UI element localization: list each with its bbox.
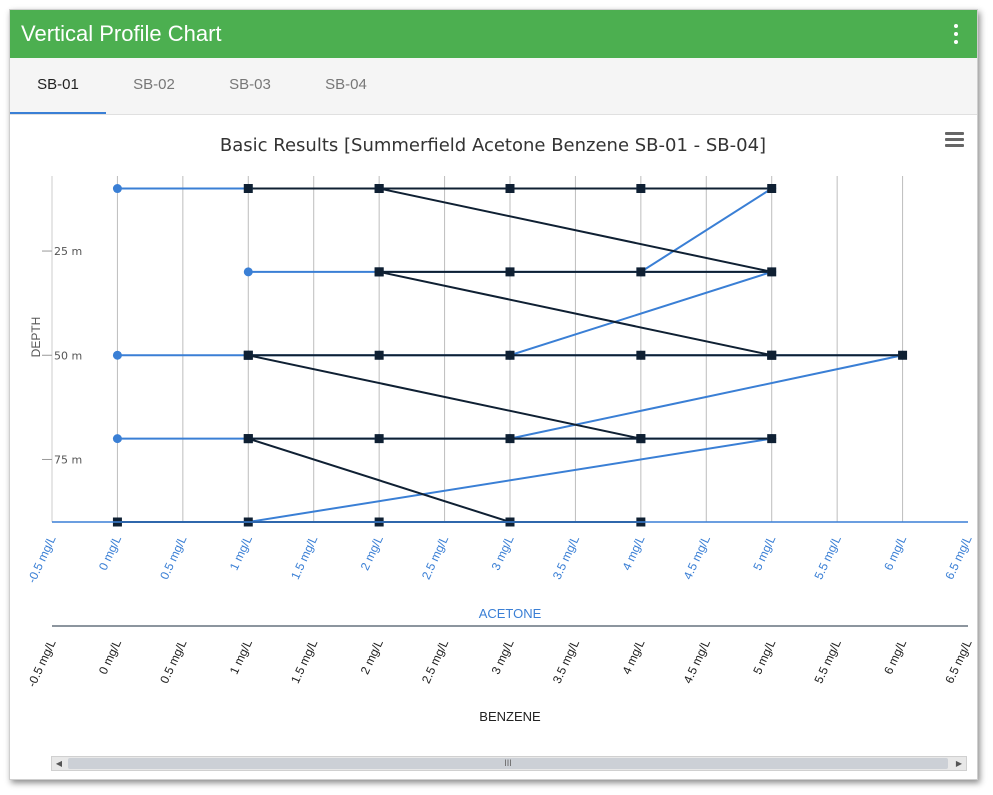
kebab-menu-icon[interactable] bbox=[953, 24, 959, 44]
benzene-point bbox=[767, 350, 777, 360]
benzene-tick-label: 4 mg/L bbox=[619, 637, 647, 676]
acetone-tick-label: 0.5 mg/L bbox=[157, 533, 190, 582]
benzene-tick-label: 3.5 mg/L bbox=[550, 637, 583, 686]
benzene-tick-label: -0.5 mg/L bbox=[25, 637, 59, 689]
benzene-point bbox=[898, 350, 908, 360]
tab-sb-01[interactable]: SB-01 bbox=[10, 58, 106, 114]
acetone-tick-label: 3.5 mg/L bbox=[550, 533, 583, 582]
acetone-point bbox=[112, 350, 122, 360]
benzene-point bbox=[767, 184, 777, 194]
acetone-tick-label: 1 mg/L bbox=[227, 533, 255, 572]
acetone-tick-label: 3 mg/L bbox=[489, 533, 517, 572]
benzene-point bbox=[243, 184, 253, 194]
benzene-tick-label: 6.5 mg/L bbox=[942, 637, 975, 686]
acetone-axis-title: ACETONE bbox=[479, 606, 542, 621]
acetone-tick-label: 0 mg/L bbox=[96, 533, 124, 572]
benzene-tick-label: 1.5 mg/L bbox=[288, 637, 321, 686]
acetone-tick-label: -0.5 mg/L bbox=[25, 533, 59, 585]
benzene-tick-label: 1 mg/L bbox=[227, 637, 255, 676]
acetone-tick-label: 6 mg/L bbox=[881, 533, 909, 572]
acetone-tick-label: 5 mg/L bbox=[750, 533, 778, 572]
tab-bar: SB-01 SB-02 SB-03 SB-04 bbox=[10, 58, 977, 115]
title-bar: Vertical Profile Chart bbox=[10, 10, 977, 58]
benzene-point bbox=[374, 267, 384, 277]
acetone-tick-label: 4.5 mg/L bbox=[681, 533, 714, 582]
tab-sb-04[interactable]: SB-04 bbox=[325, 76, 367, 93]
benzene-tick-label: 3 mg/L bbox=[489, 637, 517, 676]
acetone-tick-label: 4 mg/L bbox=[619, 533, 647, 572]
acetone-tick-label: 6.5 mg/L bbox=[942, 533, 975, 582]
benzene-point bbox=[505, 434, 515, 444]
benzene-point bbox=[374, 184, 384, 194]
benzene-tick-label: 0 mg/L bbox=[96, 637, 124, 676]
benzene-point bbox=[636, 434, 646, 444]
scroll-left-icon[interactable]: ◀ bbox=[55, 759, 63, 768]
benzene-tick-label: 2 mg/L bbox=[358, 637, 386, 676]
window-title: Vertical Profile Chart bbox=[21, 21, 222, 46]
benzene-axis-title: BENZENE bbox=[479, 709, 541, 724]
benzene-point bbox=[636, 350, 646, 360]
scroll-right-icon[interactable]: ▶ bbox=[955, 759, 963, 768]
horizontal-scrollbar[interactable]: ◀ III ▶ bbox=[51, 756, 967, 771]
grip-icon: III bbox=[504, 758, 512, 768]
benzene-point bbox=[374, 350, 384, 360]
acetone-tick-label: 5.5 mg/L bbox=[811, 533, 844, 582]
benzene-point bbox=[636, 184, 646, 194]
benzene-point bbox=[243, 350, 253, 360]
y-axis-title: DEPTH bbox=[29, 317, 43, 358]
chart-menu-icon[interactable] bbox=[945, 132, 965, 148]
acetone-point bbox=[243, 267, 253, 277]
benzene-point bbox=[505, 350, 515, 360]
benzene-point bbox=[243, 434, 253, 444]
tab-sb-03[interactable]: SB-03 bbox=[229, 76, 271, 93]
benzene-point bbox=[505, 184, 515, 194]
chart-title: Basic Results [Summerfield Acetone Benze… bbox=[220, 135, 766, 156]
acetone-point bbox=[112, 184, 122, 194]
benzene-tick-label: 6 mg/L bbox=[881, 637, 909, 676]
benzene-point bbox=[636, 267, 646, 277]
benzene-tick-label: 5.5 mg/L bbox=[811, 637, 844, 686]
scrollbar-thumb[interactable]: III bbox=[68, 758, 948, 769]
benzene-point bbox=[767, 434, 777, 444]
tab-sb-02[interactable]: SB-02 bbox=[133, 76, 175, 93]
benzene-tick-label: 4.5 mg/L bbox=[681, 637, 714, 686]
y-tick-label: 25 m bbox=[54, 245, 82, 258]
acetone-point bbox=[112, 434, 122, 444]
benzene-tick-label: 0.5 mg/L bbox=[157, 637, 190, 686]
benzene-point bbox=[505, 267, 515, 277]
acetone-tick-label: 1.5 mg/L bbox=[288, 533, 321, 582]
benzene-point bbox=[767, 267, 777, 277]
y-tick-label: 75 m bbox=[54, 453, 82, 466]
y-tick-label: 50 m bbox=[54, 349, 82, 362]
acetone-tick-label: 2 mg/L bbox=[358, 533, 386, 572]
chart-panel: Vertical Profile Chart SB-01 SB-02 SB-03… bbox=[9, 9, 978, 780]
acetone-tick-label: 2.5 mg/L bbox=[419, 533, 452, 582]
benzene-tick-label: 5 mg/L bbox=[750, 637, 778, 676]
benzene-tick-label: 2.5 mg/L bbox=[419, 637, 452, 686]
vertical-profile-chart: Basic Results [Summerfield Acetone Benze… bbox=[25, 135, 975, 724]
benzene-point bbox=[374, 434, 384, 444]
